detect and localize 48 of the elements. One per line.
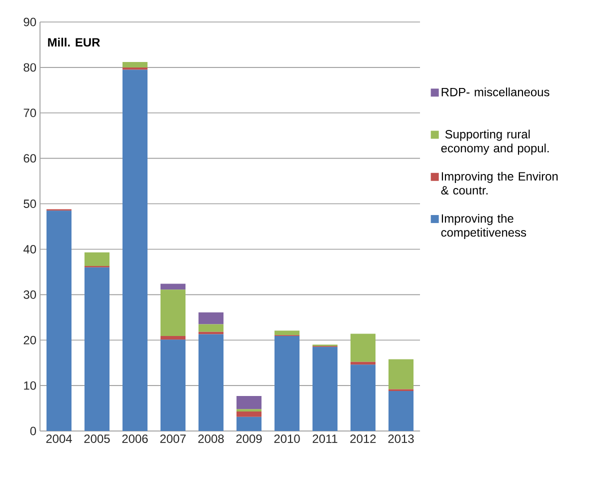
y-tick-label: 60 bbox=[24, 154, 36, 163]
bar bbox=[160, 340, 186, 431]
x-tick-label: 2004 bbox=[46, 434, 72, 443]
x-tick-label: 2006 bbox=[122, 434, 148, 443]
bar bbox=[122, 70, 148, 431]
y-tick-label: 50 bbox=[24, 200, 36, 208]
bar bbox=[236, 396, 262, 410]
y-tick-label: 20 bbox=[24, 336, 36, 344]
x-tick-label: 2013 bbox=[388, 434, 414, 443]
bar bbox=[312, 346, 338, 431]
y-tick-label: 40 bbox=[23, 244, 36, 254]
bar bbox=[388, 391, 414, 431]
x-tick-label: 2012 bbox=[350, 434, 376, 443]
bar bbox=[350, 334, 376, 362]
bar bbox=[160, 290, 186, 336]
x-tick-label: 2008 bbox=[198, 434, 224, 443]
bar bbox=[46, 210, 72, 431]
bar bbox=[122, 62, 148, 68]
x-tick-label: 2011 bbox=[312, 434, 338, 443]
y-tick-label: 10 bbox=[24, 381, 36, 390]
y-tick-label: 90 bbox=[24, 18, 36, 26]
x-tick-label: 2005 bbox=[84, 434, 110, 443]
y-tick-label: 70 bbox=[24, 108, 36, 118]
bar bbox=[84, 267, 110, 431]
y-tick-label: 80 bbox=[24, 63, 36, 72]
bar bbox=[236, 411, 262, 417]
legend-label: Supporting rural economy and popul. bbox=[441, 130, 549, 155]
y-tick-label: 0 bbox=[30, 426, 36, 436]
bar bbox=[160, 336, 186, 340]
legend-label: Improving the Environ & countr. bbox=[441, 172, 558, 195]
bar bbox=[198, 312, 224, 324]
x-tick-label: 2007 bbox=[160, 434, 186, 443]
legend-label: RDP- miscellaneous bbox=[442, 88, 550, 96]
x-tick-label: 2010 bbox=[274, 434, 300, 443]
bar bbox=[274, 336, 300, 431]
bar bbox=[198, 334, 224, 431]
legend-label: Improving the competitiveness bbox=[441, 214, 526, 240]
bar bbox=[198, 324, 224, 332]
y-axis-title: Mill. EUR bbox=[48, 38, 100, 47]
bar bbox=[388, 359, 414, 390]
bar bbox=[350, 362, 376, 365]
bar bbox=[274, 330, 300, 336]
bar bbox=[84, 252, 110, 266]
bar bbox=[160, 284, 186, 290]
bar bbox=[236, 416, 262, 431]
x-tick-label: 2009 bbox=[236, 434, 262, 443]
bar bbox=[350, 364, 376, 431]
y-tick-label: 30 bbox=[24, 290, 36, 299]
